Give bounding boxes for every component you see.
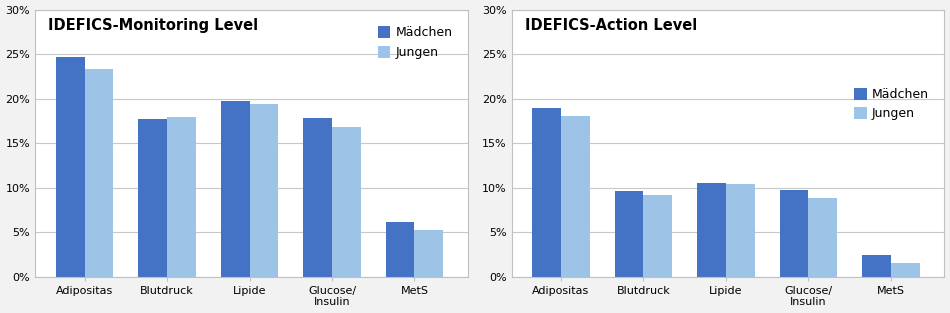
Bar — [414, 230, 444, 277]
Bar — [643, 195, 673, 277]
Bar — [220, 101, 250, 277]
Bar — [615, 191, 643, 277]
Bar — [332, 127, 361, 277]
Bar — [780, 189, 808, 277]
Bar — [532, 108, 561, 277]
Bar — [139, 119, 167, 277]
Text: IDEFICS-Monitoring Level: IDEFICS-Monitoring Level — [48, 18, 258, 33]
Bar — [808, 198, 837, 277]
Bar — [862, 255, 891, 277]
Bar — [250, 104, 278, 277]
Text: IDEFICS-Action Level: IDEFICS-Action Level — [524, 18, 696, 33]
Bar — [697, 183, 726, 277]
Bar — [726, 184, 755, 277]
Bar — [303, 118, 332, 277]
Bar — [386, 223, 414, 277]
Legend: Mädchen, Jungen: Mädchen, Jungen — [373, 21, 458, 64]
Bar — [85, 69, 113, 277]
Bar — [561, 115, 590, 277]
Bar — [56, 57, 85, 277]
Legend: Mädchen, Jungen: Mädchen, Jungen — [849, 83, 934, 126]
Bar — [891, 264, 920, 277]
Bar — [167, 117, 196, 277]
